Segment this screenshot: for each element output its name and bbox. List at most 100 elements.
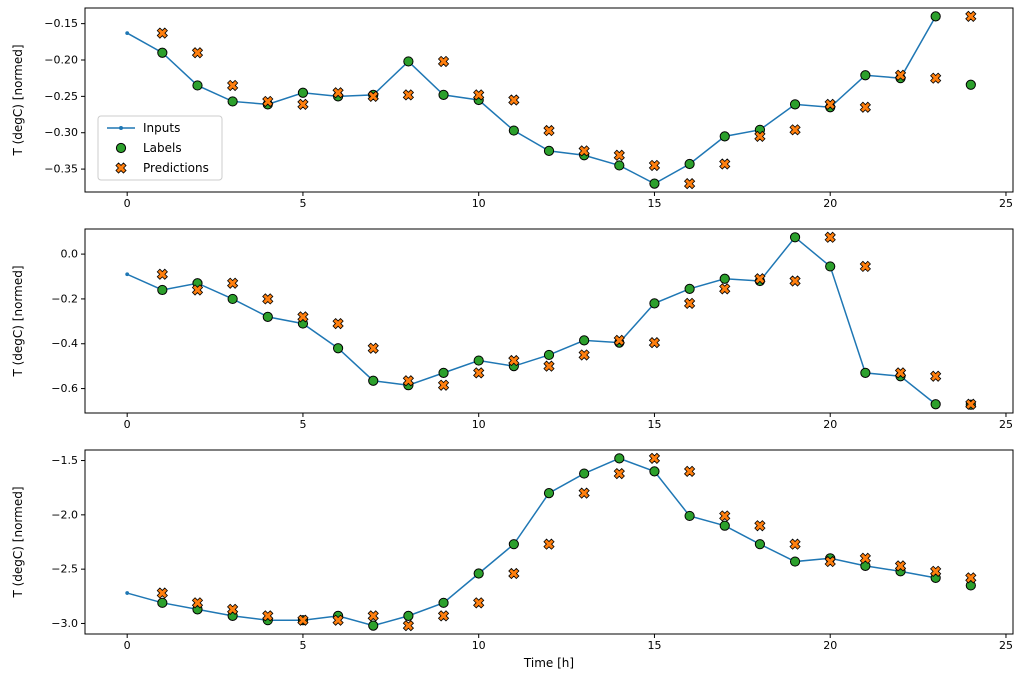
prediction-x-marker (648, 452, 661, 464)
prediction-x-marker (402, 620, 415, 632)
predictions-series (156, 231, 977, 410)
y-tick-label: −3.0 (51, 617, 78, 630)
label-point (543, 145, 555, 157)
prediction-x-marker (824, 231, 836, 243)
label-point (192, 80, 203, 91)
y-tick-label: −2.0 (51, 508, 78, 521)
label-point (473, 355, 484, 366)
y-tick-label: −0.6 (51, 382, 78, 395)
input-point (125, 31, 130, 35)
label-point (719, 520, 730, 531)
x-tick-label: 5 (299, 418, 306, 431)
y-tick-label: −0.20 (44, 54, 78, 67)
legend-item-inputs: Inputs (107, 121, 180, 135)
y-tick-label: −0.2 (51, 292, 78, 305)
prediction-x-marker (473, 597, 485, 609)
label-point (754, 539, 766, 550)
x-tick-label: 10 (472, 639, 486, 652)
axes-frame (84, 228, 1014, 414)
plot-background (85, 229, 1013, 413)
prediction-x-marker (262, 293, 274, 305)
label-point (860, 367, 871, 378)
label-point (789, 232, 801, 243)
label-point (438, 89, 449, 101)
subplot-3: 0 5 10 15 20 25 −1.5 −2.0 −2.5 −3.0 T (degC) [norm… (11, 449, 1014, 670)
x-tick-label: 15 (647, 639, 661, 652)
label-point (227, 293, 238, 305)
prediction-x-marker (543, 124, 555, 137)
x-tick-label: 25 (999, 418, 1013, 431)
label-point (332, 343, 344, 354)
predictions-series (156, 10, 977, 190)
label-point (227, 96, 238, 107)
prediction-x-marker (332, 614, 344, 626)
label-point (368, 375, 379, 386)
inputs-line (126, 15, 937, 185)
prediction-x-marker (156, 587, 168, 599)
prediction-x-marker (824, 98, 836, 110)
label-point (297, 87, 309, 98)
y-axis-label: T (degC) [normed] (11, 265, 25, 377)
x-tick-label: 5 (299, 639, 306, 652)
prediction-x-marker (367, 342, 379, 354)
prediction-x-marker (754, 130, 766, 142)
x-tick-label: 5 (299, 197, 306, 210)
label-point (719, 131, 730, 142)
prediction-x-marker (437, 610, 450, 622)
prediction-x-marker (402, 89, 415, 101)
label-point (649, 178, 660, 189)
prediction-x-marker (191, 597, 204, 609)
prediction-x-marker (191, 284, 204, 296)
label-point (473, 568, 484, 579)
inputs-line (126, 236, 937, 405)
label-point (684, 283, 695, 294)
prediction-x-marker (859, 260, 871, 273)
legend-label: Inputs (143, 121, 180, 135)
prediction-x-marker (508, 94, 520, 106)
prediction-x-marker (719, 158, 731, 170)
prediction-x-marker (508, 354, 520, 367)
label-point (262, 311, 273, 322)
prediction-x-marker (297, 98, 309, 110)
prediction-x-marker (367, 90, 379, 102)
prediction-x-marker (789, 275, 801, 287)
label-point (825, 261, 836, 272)
label-point (157, 597, 168, 608)
prediction-x-marker (115, 162, 127, 174)
y-tick-label: 0.0 (61, 248, 79, 261)
label-point (930, 11, 941, 22)
y-tick-label: −0.30 (44, 126, 78, 139)
prediction-x-marker (613, 334, 625, 347)
prediction-x-marker (859, 101, 871, 113)
label-point (719, 273, 730, 284)
legend-label: Labels (143, 141, 182, 155)
label-point (368, 620, 379, 631)
label-point (965, 79, 976, 90)
label-point (649, 466, 660, 477)
input-point (125, 591, 130, 595)
prediction-x-marker (930, 370, 942, 382)
axes-frame (84, 7, 1014, 193)
legend-item-predictions: Predictions (115, 161, 209, 175)
prediction-x-marker (543, 538, 555, 550)
label-point (438, 367, 449, 378)
subplot-1: 0 5 10 15 20 25 −0.15 −0.20 −0.25 −0.30 −0.35 T (de… (11, 7, 1014, 210)
prediction-x-marker (894, 560, 907, 572)
prediction-x-marker (754, 273, 766, 285)
prediction-x-marker (227, 79, 239, 92)
prediction-x-marker (965, 572, 977, 584)
prediction-x-marker (683, 178, 696, 190)
prediction-x-marker (683, 465, 696, 478)
prediction-x-marker (402, 375, 415, 387)
prediction-x-marker (754, 520, 766, 532)
x-tick-label: 10 (472, 418, 486, 431)
prediction-x-marker (578, 349, 590, 361)
prediction-x-marker (613, 467, 625, 480)
legend-circle-sample (115, 142, 127, 154)
prediction-x-marker (578, 145, 590, 157)
x-tick-label: 25 (999, 197, 1013, 210)
label-point (789, 556, 801, 567)
label-point (508, 539, 519, 550)
x-tick-label: 0 (124, 197, 131, 210)
